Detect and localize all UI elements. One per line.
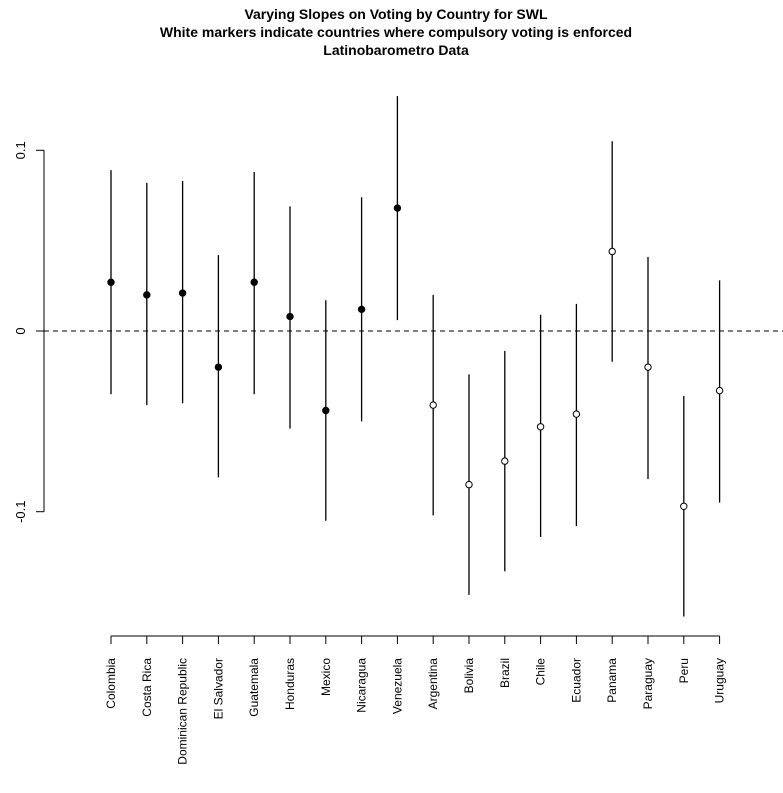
- x-tick-label: Panama: [605, 658, 619, 703]
- point-estimate-filled: [107, 278, 115, 286]
- x-tick-label: El Salvador: [211, 658, 225, 719]
- point-estimate-filled: [393, 204, 402, 212]
- chart-title: Varying Slopes on Voting by Country for …: [244, 6, 548, 22]
- x-tick-label: Peru: [677, 658, 691, 683]
- x-tick-label: Uruguay: [713, 658, 727, 703]
- point-estimate-open: [465, 480, 473, 489]
- point-estimate-open: [608, 247, 616, 256]
- point-estimate-open: [429, 401, 437, 409]
- x-tick-label: Paraguay: [641, 658, 655, 709]
- x-tick-label: Mexico: [319, 658, 333, 696]
- x-tick-label: Nicaragua: [355, 658, 369, 713]
- y-axis: 0.1 0 -0.1: [13, 141, 45, 523]
- chart-source-line: Latinobarometro Data: [323, 42, 469, 58]
- y-tick-label: -0.1: [13, 500, 28, 522]
- x-tick-label: Brazil: [498, 658, 512, 688]
- x-tick-label: Guatemala: [247, 658, 261, 717]
- x-tick-label: Argentina: [426, 658, 440, 710]
- point-estimate-filled: [322, 406, 330, 415]
- plot-area: [44, 96, 783, 617]
- point-estimate-open: [501, 457, 509, 465]
- point-estimate-open: [572, 410, 581, 418]
- y-tick-label: 0.1: [13, 141, 28, 159]
- x-tick-label: Ecuador: [569, 658, 583, 703]
- x-tick-label: Venezuela: [390, 658, 404, 714]
- point-estimate-filled: [178, 289, 187, 297]
- point-estimate-open: [536, 423, 545, 431]
- y-tick-label: 0: [13, 327, 28, 334]
- point-estimate-open: [680, 502, 688, 510]
- x-tick-label: Honduras: [283, 658, 297, 710]
- x-tick-label: Dominican Republic: [176, 658, 190, 765]
- x-tick-label: Costa Rica: [140, 658, 154, 717]
- chart-subtitle: White markers indicate countries where c…: [160, 24, 632, 40]
- x-tick-label: Chile: [534, 658, 548, 686]
- point-estimate-filled: [286, 312, 294, 321]
- point-estimate-filled: [214, 363, 223, 371]
- x-axis: Colombia Costa Rica Dominican Republic El S…: [104, 635, 727, 765]
- x-tick-label: Bolivia: [462, 658, 476, 694]
- point-estimate-filled: [143, 291, 151, 299]
- point-estimate-filled: [357, 305, 366, 314]
- point-estimate-open: [715, 386, 724, 395]
- x-tick-label: Colombia: [104, 658, 118, 709]
- point-estimate-open: [644, 363, 652, 371]
- point-estimate-filled: [250, 278, 258, 286]
